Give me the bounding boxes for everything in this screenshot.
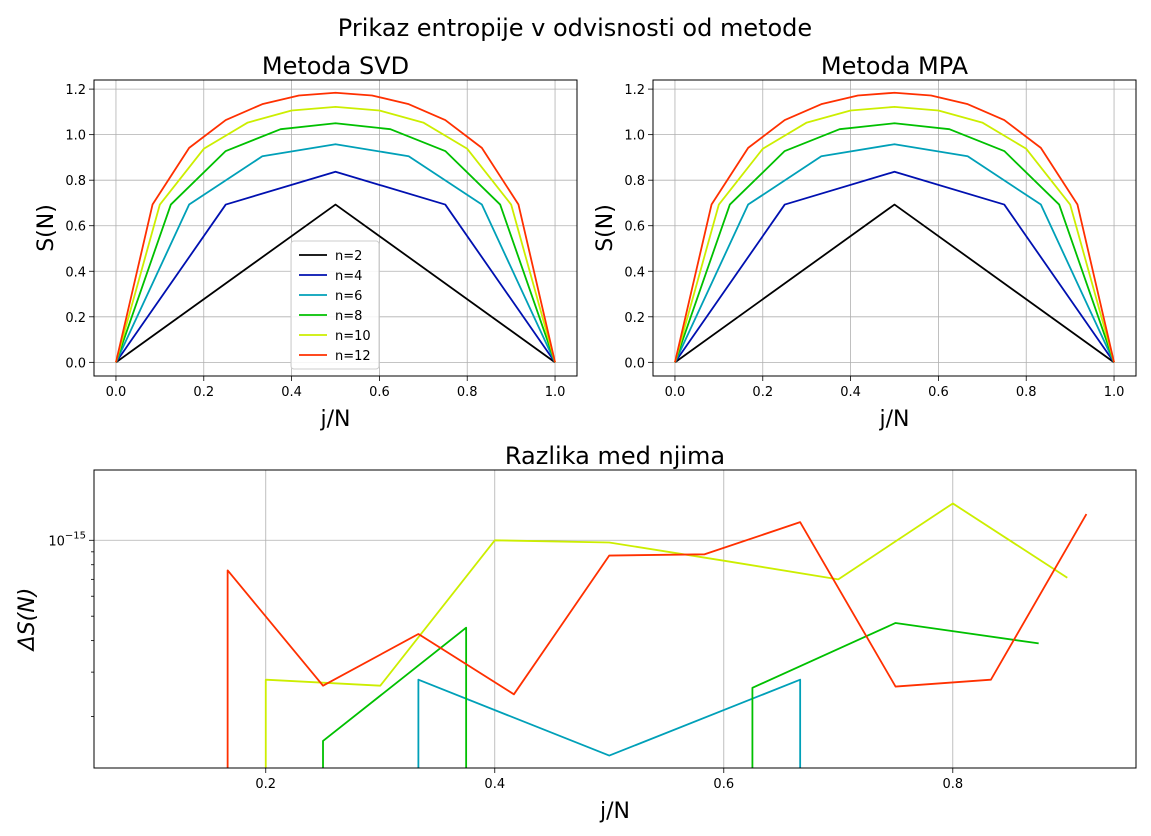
x-axis-label: j/N <box>320 407 351 432</box>
plot-frame <box>652 79 1137 377</box>
x-tick-label: 0.4 <box>484 777 505 792</box>
x-axis-label: j/N <box>599 799 630 824</box>
x-tick-label: 1.0 <box>1104 385 1125 400</box>
y-tick-label: 0.0 <box>65 356 86 371</box>
series-line <box>417 678 802 768</box>
series-line <box>115 203 556 364</box>
chart-2: 0.0 0.2 0.4 0.6 0.8 1.0 0.0 0.2 0.4 0.6 0.8 1.0 1.2 M… <box>593 52 1137 432</box>
x-tick-label: 0.6 <box>928 385 949 400</box>
series-line <box>674 105 1115 363</box>
y-tick-label: 1.2 <box>65 83 86 98</box>
y-tick-label: 0.8 <box>624 174 645 189</box>
plot-frame <box>93 469 1137 769</box>
legend-entry: n=2 <box>335 249 362 264</box>
y-tick-label: 0.8 <box>65 174 86 189</box>
series-line <box>264 502 1068 768</box>
series-line <box>751 622 1039 768</box>
x-tick-label: 0.2 <box>255 777 276 792</box>
series-line <box>674 143 1115 363</box>
series-line <box>674 203 1115 364</box>
x-tick-label: 1.0 <box>545 385 566 400</box>
x-tick-label: 0.2 <box>752 385 773 400</box>
series-line <box>226 513 1088 768</box>
chart-3: 0.2 0.4 0.6 0.8 10−15 Razlika med njima j/N ΔS(… <box>15 442 1137 824</box>
legend: n=2 n=4 n=6 n=8 n=10 n=12 <box>290 240 380 370</box>
x-tick-label: 0.2 <box>193 385 214 400</box>
y-axis-label: S(N) <box>593 204 618 252</box>
y-tick-label: 0.2 <box>624 311 645 326</box>
series-line <box>115 170 556 363</box>
y-tick-label: 0.6 <box>65 220 86 235</box>
x-tick-label: 0.8 <box>942 777 963 792</box>
y-tick-label: 1.0 <box>624 129 645 144</box>
x-tick-label: 0.4 <box>840 385 861 400</box>
x-tick-label: 0.8 <box>1016 385 1037 400</box>
chart-title: Razlika med njima <box>505 442 725 470</box>
series-line <box>322 626 468 768</box>
x-tick-label: 0.0 <box>106 385 127 400</box>
y-tick-label: 10−15 <box>48 530 86 549</box>
y-tick-label: 0.2 <box>65 311 86 326</box>
series-line <box>674 91 1115 363</box>
series-line <box>115 91 556 363</box>
x-tick-label: 0.0 <box>665 385 686 400</box>
series-line <box>674 170 1115 363</box>
figure-title: Prikaz entropije v odvisnosti od metode <box>338 14 812 42</box>
legend-entry: n=6 <box>335 289 362 304</box>
chart-title: Metoda MPA <box>821 52 969 80</box>
y-tick-label: 0.4 <box>65 265 86 280</box>
x-tick-label: 0.6 <box>713 777 734 792</box>
plot-frame <box>93 79 578 377</box>
series-line <box>674 122 1115 363</box>
y-tick-label: 1.2 <box>624 83 645 98</box>
series-line <box>115 122 556 363</box>
x-tick-label: 0.4 <box>281 385 302 400</box>
y-tick-label: 0.6 <box>624 220 645 235</box>
legend-box <box>290 240 380 370</box>
x-tick-label: 0.8 <box>457 385 478 400</box>
chart-title: Metoda SVD <box>262 52 409 80</box>
legend-entry: n=4 <box>335 269 362 284</box>
series-line <box>115 143 556 363</box>
y-axis-label: ΔS(N) <box>15 588 40 653</box>
legend-entry: n=10 <box>335 329 371 344</box>
x-tick-label: 0.6 <box>369 385 390 400</box>
y-tick-label: 1.0 <box>65 129 86 144</box>
series-line <box>115 105 556 363</box>
y-tick-label: 0.4 <box>624 265 645 280</box>
x-axis-label: j/N <box>879 407 910 432</box>
y-axis-label: S(N) <box>34 204 59 252</box>
y-tick-label: 0.0 <box>624 356 645 371</box>
chart-1: 0.0 0.2 0.4 0.6 0.8 1.0 0.0 0.2 0.4 0.6 0.8 1.0 1.2 M… <box>34 52 578 432</box>
legend-entry: n=8 <box>335 309 362 324</box>
legend-entry: n=12 <box>335 349 371 364</box>
